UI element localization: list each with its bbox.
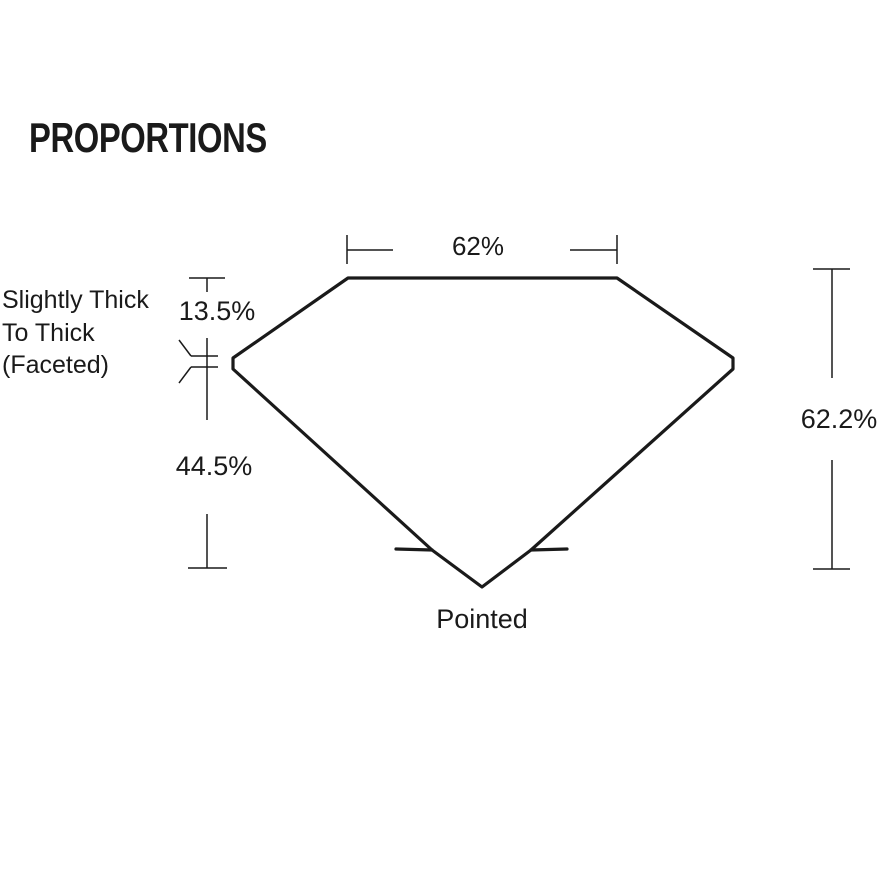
svg-text:62%: 62% <box>452 231 504 261</box>
svg-text:62.2%: 62.2% <box>801 404 878 434</box>
svg-text:Pointed: Pointed <box>436 604 528 634</box>
svg-text:13.5%: 13.5% <box>179 296 256 326</box>
svg-text:44.5%: 44.5% <box>176 451 253 481</box>
